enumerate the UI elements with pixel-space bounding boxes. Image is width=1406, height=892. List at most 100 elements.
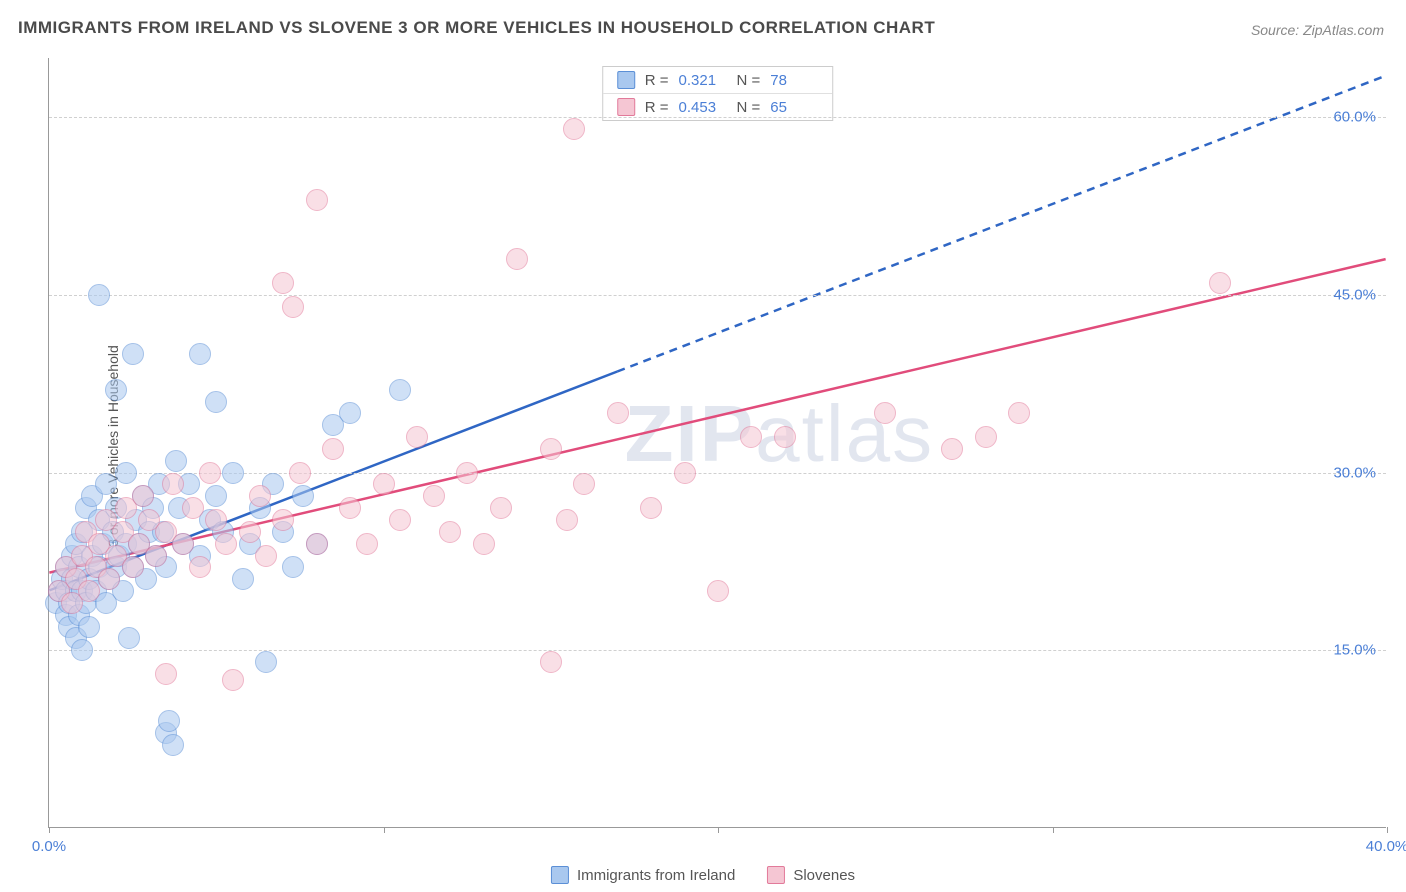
data-point (165, 450, 187, 472)
r-label: R = (645, 72, 669, 89)
r-label: R = (645, 99, 669, 116)
data-point (78, 616, 100, 638)
data-point (306, 533, 328, 555)
data-point (162, 734, 184, 756)
data-point (162, 473, 184, 495)
data-point (122, 556, 144, 578)
data-point (456, 462, 478, 484)
data-point (205, 485, 227, 507)
data-point (249, 485, 271, 507)
legend-label: Slovenes (793, 867, 855, 884)
data-point (172, 533, 194, 555)
data-point (607, 402, 629, 424)
data-point (389, 379, 411, 401)
stats-row: R =0.321N =78 (603, 67, 833, 93)
data-point (556, 509, 578, 531)
data-point (232, 568, 254, 590)
data-point (145, 545, 167, 567)
data-point (506, 248, 528, 270)
swatch-icon (767, 866, 785, 884)
data-point (189, 343, 211, 365)
stats-box: R =0.321N =78R =0.453N =65 (602, 66, 834, 121)
data-point (439, 521, 461, 543)
gridline (49, 473, 1386, 474)
data-point (874, 402, 896, 424)
x-tick-label: 0.0% (32, 838, 66, 855)
data-point (1209, 272, 1231, 294)
data-point (205, 391, 227, 413)
y-tick-label: 60.0% (1333, 109, 1376, 126)
data-point (222, 669, 244, 691)
data-point (155, 663, 177, 685)
gridline (49, 650, 1386, 651)
legend-label: Immigrants from Ireland (577, 867, 735, 884)
data-point (490, 497, 512, 519)
data-point (272, 272, 294, 294)
swatch-icon (617, 71, 635, 89)
legend-item: Immigrants from Ireland (551, 866, 735, 884)
data-point (473, 533, 495, 555)
data-point (272, 509, 294, 531)
data-point (389, 509, 411, 531)
data-point (373, 473, 395, 495)
data-point (540, 438, 562, 460)
data-point (774, 426, 796, 448)
data-point (573, 473, 595, 495)
data-point (199, 462, 221, 484)
y-tick-label: 15.0% (1333, 642, 1376, 659)
data-point (941, 438, 963, 460)
r-value: 0.321 (679, 72, 727, 89)
x-tick (384, 827, 385, 833)
data-point (674, 462, 696, 484)
x-tick (1053, 827, 1054, 833)
data-point (540, 651, 562, 673)
data-point (282, 556, 304, 578)
data-point (78, 580, 100, 602)
r-value: 0.453 (679, 99, 727, 116)
data-point (71, 639, 93, 661)
data-point (205, 509, 227, 531)
data-point (322, 438, 344, 460)
chart-title: IMMIGRANTS FROM IRELAND VS SLOVENE 3 OR … (18, 18, 935, 38)
data-point (105, 379, 127, 401)
data-point (292, 485, 314, 507)
legend: Immigrants from Ireland Slovenes (551, 866, 855, 884)
data-point (222, 462, 244, 484)
data-point (182, 497, 204, 519)
data-point (1008, 402, 1030, 424)
data-point (406, 426, 428, 448)
data-point (122, 343, 144, 365)
n-label: N = (737, 72, 761, 89)
y-tick-label: 45.0% (1333, 286, 1376, 303)
data-point (740, 426, 762, 448)
data-point (707, 580, 729, 602)
data-point (306, 189, 328, 211)
data-point (423, 485, 445, 507)
data-point (95, 473, 117, 495)
data-point (282, 296, 304, 318)
data-point (88, 284, 110, 306)
x-tick (718, 827, 719, 833)
n-value: 65 (770, 99, 818, 116)
gridline (49, 117, 1386, 118)
data-point (339, 402, 361, 424)
data-point (132, 485, 154, 507)
n-label: N = (737, 99, 761, 116)
data-point (255, 545, 277, 567)
data-point (339, 497, 361, 519)
data-point (115, 462, 137, 484)
data-point (640, 497, 662, 519)
data-point (118, 627, 140, 649)
data-point (289, 462, 311, 484)
legend-item: Slovenes (767, 866, 855, 884)
data-point (239, 521, 261, 543)
scatter-plot: ZIPatlas R =0.321N =78R =0.453N =65 15.0… (48, 58, 1386, 828)
stats-row: R = 0.453 N = 65 (603, 93, 833, 120)
data-point (975, 426, 997, 448)
data-point (215, 533, 237, 555)
swatch-icon (617, 98, 635, 116)
data-point (356, 533, 378, 555)
data-point (98, 568, 120, 590)
data-point (189, 556, 211, 578)
swatch-icon (551, 866, 569, 884)
